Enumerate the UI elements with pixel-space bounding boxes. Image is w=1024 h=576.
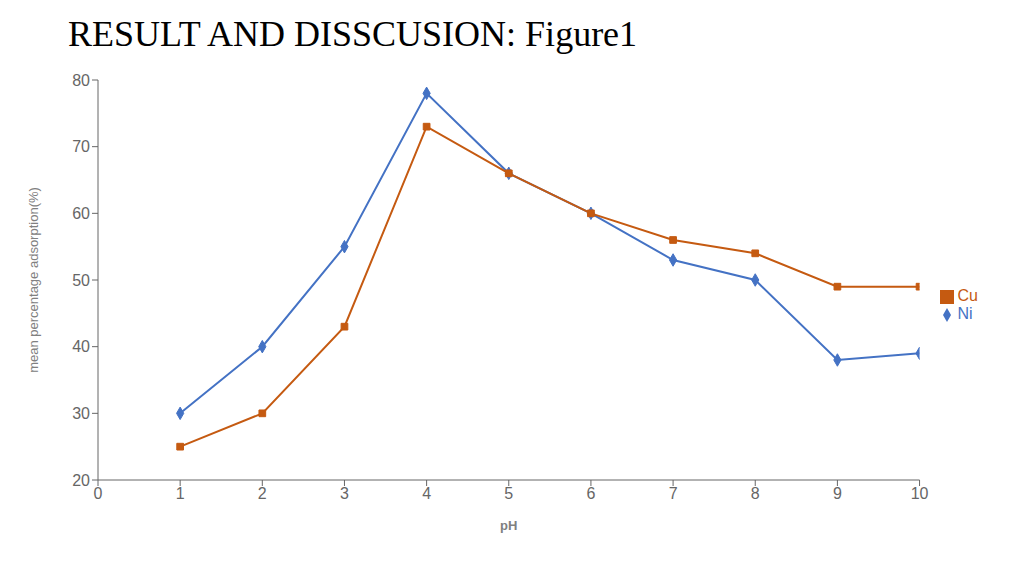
svg-text:50: 50 xyxy=(72,272,90,289)
html-text:Ni: Ni xyxy=(957,305,973,322)
svg-text:20: 20 xyxy=(72,472,90,489)
svg-text:9: 9 xyxy=(833,485,842,502)
svg-text:1: 1 xyxy=(176,485,185,502)
svg-text:70: 70 xyxy=(72,138,90,155)
svg-text:2: 2 xyxy=(258,485,267,502)
svg-text:3: 3 xyxy=(340,485,349,502)
svg-text:10: 10 xyxy=(911,485,929,502)
svg-text:30: 30 xyxy=(72,405,90,422)
svg-text:4: 4 xyxy=(422,485,431,502)
svg-text:80: 80 xyxy=(72,72,90,89)
svg-text:8: 8 xyxy=(751,485,760,502)
svg-text:mean percentage adsorption(%): mean percentage adsorption(%) xyxy=(26,187,41,373)
svg-text:60: 60 xyxy=(72,205,90,222)
html-text:Cu: Cu xyxy=(957,287,978,304)
svg-text:0: 0 xyxy=(94,485,103,502)
svg-text:6: 6 xyxy=(586,485,595,502)
svg-text:7: 7 xyxy=(669,485,678,502)
html-text:RESULT AND DISSCUSION: Figure1: RESULT AND DISSCUSION: Figure1 xyxy=(68,14,638,54)
svg-text:40: 40 xyxy=(72,338,90,355)
svg-text:5: 5 xyxy=(504,485,513,502)
svg-text:pH: pH xyxy=(500,518,517,533)
